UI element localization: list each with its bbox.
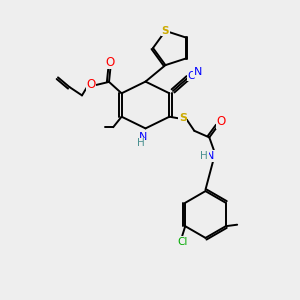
Text: H: H: [137, 138, 145, 148]
Text: C: C: [188, 71, 195, 81]
Text: O: O: [217, 115, 226, 128]
Text: S: S: [162, 26, 169, 36]
Text: Cl: Cl: [177, 237, 188, 247]
Text: N: N: [139, 132, 147, 142]
Text: H: H: [200, 151, 208, 161]
Text: N: N: [206, 151, 214, 161]
Text: O: O: [86, 77, 96, 91]
Text: S: S: [179, 113, 187, 123]
Text: N: N: [194, 67, 202, 77]
Text: O: O: [106, 56, 115, 69]
